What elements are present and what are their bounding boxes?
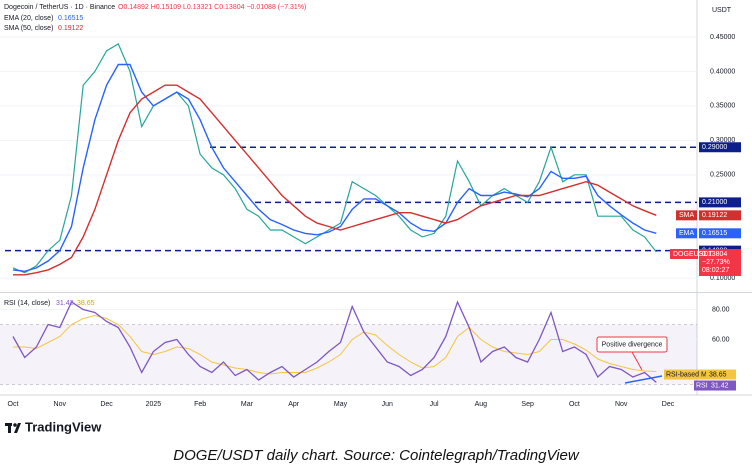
moving-average-line [12,63,657,273]
price-tag-box [699,248,741,276]
x-tick-label: Mar [241,401,254,408]
rsi-ma-tag-box [664,369,706,380]
rsi-band [0,324,697,385]
series-tag: EMA [679,230,695,237]
price-tag: DOGEUSDT [673,251,713,258]
x-tick-label: May [334,401,348,408]
rsi-ma-line [13,314,657,375]
header-title: Dogecoin / TetherUS · 1D · Binance [4,4,115,11]
series-tag: SMA [679,212,695,219]
legend-sma: SMA (50, close) [4,25,53,32]
x-tick-label: Jul [430,401,439,408]
price-change: −27.73% [702,259,730,266]
y-tick-label: 0.40000 [710,68,735,75]
level-label: 0.29000 [702,144,727,151]
rsi-tick-label: 60.00 [712,336,730,343]
level-label: 0.21000 [702,199,727,206]
price-last-value: 0.13804 [702,251,727,258]
rsi-ma-tag: RSI-based MA [666,371,712,378]
level-label-box [699,197,741,208]
x-tick-label: Oct [8,401,19,408]
level-label-box [699,142,741,153]
series-last-value: 0.16515 [702,230,727,237]
rsi-tag: RSI [696,382,708,389]
x-tick-label: 2025 [146,401,162,408]
currency-label: USDT [712,7,732,14]
y-tick-label: 0.35000 [710,103,735,110]
divergence-annotation: Positive divergence [596,336,668,384]
series-last-value-box [699,210,741,221]
series-tag-box [676,228,697,239]
logo-text: TradingView [25,419,102,434]
rsi-tick-label: 80.00 [712,306,730,313]
plot-area: 0.10000 0.25000 0.30000 0.35000 0.40000 0.450… [0,34,741,408]
legend-ema-value: 0.16515 [58,15,83,22]
x-tick-label: Oct [569,401,580,408]
x-tick-label: Dec [100,401,113,408]
y-tick-label: 0.25000 [710,172,735,179]
y-tick-label: 0.30000 [710,137,735,144]
x-tick-label: Dec [662,401,675,408]
tradingview-logo-icon [5,423,21,433]
legend-sma-value: 0.19122 [58,25,83,32]
moving-average-line [13,84,657,276]
rsi-tag-box [694,380,736,391]
caption: DOGE/USDT daily chart. Source: Cointeleg… [173,447,580,464]
x-tick-label: Sep [521,401,534,408]
x-tick-label: Feb [194,401,206,408]
header-ohlc: O0.14892 H0.15109 L0.13321 C0.13804 −0.0… [118,4,306,11]
rsi-ma-value-box [706,369,736,380]
price-line [12,43,657,274]
rsi-last-value: 31.42 [711,382,729,389]
rsi-ma-last-value: 38.65 [709,371,727,378]
annotation-text: Positive divergence [602,341,663,348]
x-tick-label: Apr [288,401,300,408]
series-last-value-box [699,228,741,239]
x-tick-label: Nov [615,401,628,408]
countdown: 08:02:27 [702,267,729,274]
price-tag-box [670,248,698,259]
series-last-value: 0.19122 [702,212,727,219]
legend-ema: EMA (20, close) [4,15,53,22]
series-tag-box [676,210,697,221]
legend-rsi-value: 31.42 [56,300,74,307]
x-tick-label: Jun [382,401,393,408]
rsi-line [12,300,657,383]
x-tick-label: Aug [475,401,488,408]
x-tick-label: Nov [54,401,67,408]
legend-rsi: RSI (14, close) [4,300,50,307]
y-tick-label: 0.45000 [710,34,735,41]
y-tick-label: 0.10000 [710,275,735,282]
legend-rsi-ma-value: 38.65 [77,300,95,307]
